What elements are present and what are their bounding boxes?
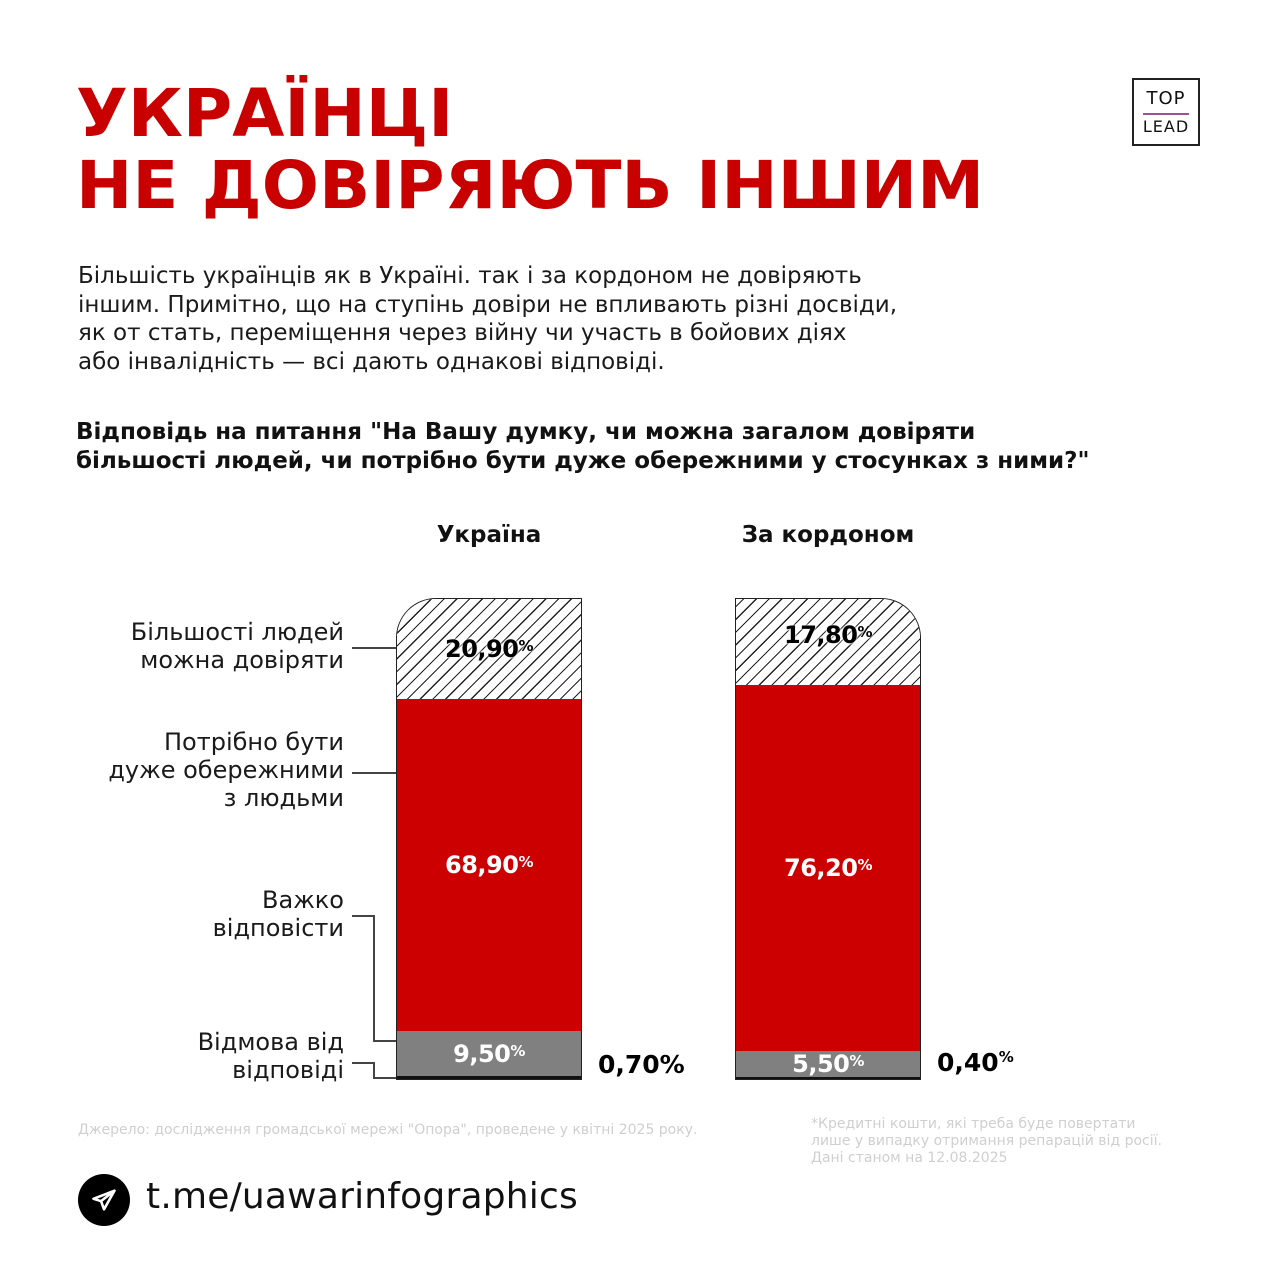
- value-careful: 76,20: [784, 854, 858, 882]
- question-line-1: Відповідь на питання "На Вашу думку, чи …: [76, 419, 976, 445]
- logo-divider: [1143, 113, 1189, 115]
- page-title: УКРАЇНЦІ НЕ ДОВІРЯЮТЬ ІНШИМ: [76, 78, 984, 222]
- label-hard-to-answer: Важко відповісти: [212, 886, 344, 942]
- leader-line-careful: [352, 772, 398, 774]
- segment-hard: 5,50%: [736, 1050, 920, 1078]
- label-trust: Більшості людей можна довіряти: [130, 618, 344, 674]
- chart-question: Відповідь на питання "На Вашу думку, чи …: [76, 418, 1089, 476]
- logo-bottom-text: LEAD: [1142, 117, 1190, 136]
- leader-line-trust: [352, 647, 398, 649]
- label-refuse: Відмова від відповіді: [197, 1028, 344, 1084]
- top-lead-logo: TOP LEAD: [1132, 78, 1200, 146]
- value-careful: 68,90: [445, 851, 519, 879]
- value-refuse-ukraine: 0,70%: [598, 1050, 685, 1079]
- segment-trust: 20,90%: [397, 599, 581, 700]
- value-trust: 20,90: [445, 635, 519, 663]
- title-line-1: УКРАЇНЦІ: [76, 75, 454, 152]
- leader-line-hard: [352, 915, 374, 917]
- logo-top-text: TOP: [1146, 88, 1186, 109]
- column-header-abroad: За кордоном: [741, 522, 915, 548]
- leader-line-refuse: [352, 1062, 374, 1064]
- leader-line-hard-end: [373, 1040, 398, 1042]
- segment-careful: 68,90%: [397, 699, 581, 1032]
- intro-line: як от стать, переміщення через війну чи …: [78, 320, 847, 346]
- intro-line: Більшість українців як в Україні. так і …: [78, 263, 862, 289]
- source-note: Джерело: дослідження громадської мережі …: [78, 1122, 698, 1138]
- segment-refuse: [736, 1077, 920, 1079]
- telegram-icon[interactable]: [78, 1174, 130, 1226]
- question-line-2: більшості людей, чи потрібно бути дуже о…: [76, 448, 1090, 474]
- footnote: *Кредитні кошти, які треба буде повертат…: [811, 1116, 1162, 1166]
- stacked-bar-ukraine: 20,90% 68,90% 9,50%: [396, 598, 582, 1080]
- value-hard: 5,50: [792, 1050, 850, 1078]
- intro-line: іншим. Примітно, що на ступінь довіри не…: [78, 291, 898, 318]
- column-header-ukraine: Україна: [436, 522, 542, 548]
- telegram-link[interactable]: t.me/uawarinfographics: [146, 1176, 578, 1217]
- leader-line-refuse-vertical: [373, 1062, 375, 1078]
- intro-line: або інвалідність — всі дають однакові ві…: [78, 348, 665, 375]
- intro-paragraph: Більшість українців як в Україні. так і …: [78, 262, 1078, 376]
- segment-hard: 9,50%: [397, 1031, 581, 1076]
- title-line-2: НЕ ДОВІРЯЮТЬ ІНШИМ: [76, 147, 985, 224]
- segment-trust: 17,80%: [736, 599, 920, 686]
- value-trust: 17,80: [784, 621, 858, 649]
- value-refuse-abroad: 0,40%: [937, 1048, 1014, 1077]
- segment-careful: 76,20%: [736, 685, 920, 1052]
- label-careful: Потрібно бути дуже обережними з людьми: [108, 728, 344, 812]
- leader-line-refuse-end: [373, 1077, 398, 1079]
- paper-plane-icon: [92, 1189, 116, 1211]
- stacked-bar-abroad: 17,80% 76,20% 5,50%: [735, 598, 921, 1080]
- leader-line-hard-vertical: [373, 915, 375, 1040]
- segment-refuse: [397, 1076, 581, 1079]
- value-hard: 9,50: [453, 1039, 511, 1068]
